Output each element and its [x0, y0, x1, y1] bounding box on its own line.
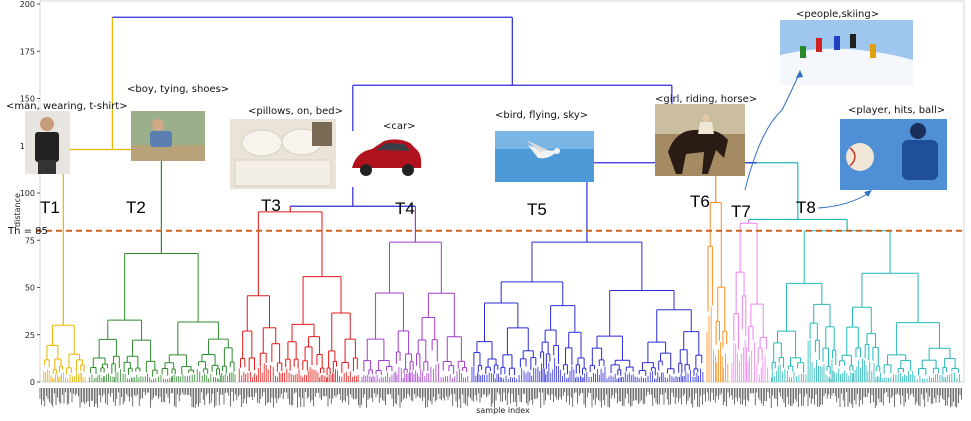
y-tick-label: 100 — [20, 189, 35, 198]
threshold-label: Th = 85 — [7, 226, 48, 237]
caption-t7: <people,skiing> — [796, 9, 879, 20]
cluster-t4 — [361, 241, 469, 382]
cluster-label-t8: T8 — [796, 198, 816, 217]
caption-t6: <girl, riding, horse> — [655, 94, 757, 105]
y-tick-label: 150 — [20, 95, 35, 104]
y-tick-label: 0 — [30, 378, 35, 387]
cluster-t1 — [43, 324, 86, 382]
y-axis: 0255075100125150175200 — [20, 0, 40, 387]
y-tick-label: 175 — [20, 47, 35, 56]
cluster-label-t3: T3 — [261, 196, 281, 215]
image-girl-horse — [655, 104, 745, 176]
caption-t3: <pillows, on, bed> — [248, 106, 343, 117]
image-people-skiing — [780, 20, 913, 85]
caption-t1: <man, wearing, t-shirt> — [6, 101, 128, 112]
cluster-label-t4: T4 — [395, 199, 415, 218]
cluster-label-t5: T5 — [527, 200, 547, 219]
arrow-to-player-image — [817, 191, 871, 209]
image-player-ball — [840, 119, 947, 190]
arrow-head-skiing — [796, 70, 803, 78]
image-car — [348, 131, 424, 187]
x-tick-labels — [39, 388, 962, 408]
y-tick-label: 50 — [25, 284, 35, 293]
cluster-label-t1: T1 — [40, 198, 60, 217]
cluster-t3 — [238, 211, 359, 382]
caption-t8: <player, hits, ball> — [848, 105, 945, 116]
image-boy-shoes — [131, 111, 205, 161]
image-man-tshirt — [25, 111, 70, 174]
x-axis-label: sample index — [476, 406, 530, 415]
image-bird-sky — [495, 131, 594, 182]
cluster-t5 — [471, 241, 704, 382]
cluster-t8 — [771, 230, 961, 382]
cluster-t7 — [731, 222, 769, 382]
cluster-label-t7: T7 — [731, 202, 751, 221]
caption-t4: <car> — [383, 121, 416, 132]
image-pillows-bed — [230, 119, 336, 189]
arrow-head-player — [864, 190, 872, 197]
caption-t2: <boy, tying, shoes> — [127, 84, 229, 95]
cluster-label-t2: T2 — [126, 198, 146, 217]
y-tick-label: 25 — [25, 331, 35, 340]
caption-t5: <bird, flying, sky> — [495, 110, 588, 121]
cluster-t2 — [88, 252, 236, 382]
y-tick-label: 200 — [20, 0, 35, 9]
arrow-to-skiing-image — [744, 71, 801, 191]
leaf-clusters — [43, 201, 961, 382]
cluster-t6 — [706, 201, 729, 382]
cluster-label-t6: T6 — [690, 192, 710, 211]
y-tick-label: 75 — [25, 236, 35, 245]
y-axis-label: distance — [13, 193, 22, 227]
